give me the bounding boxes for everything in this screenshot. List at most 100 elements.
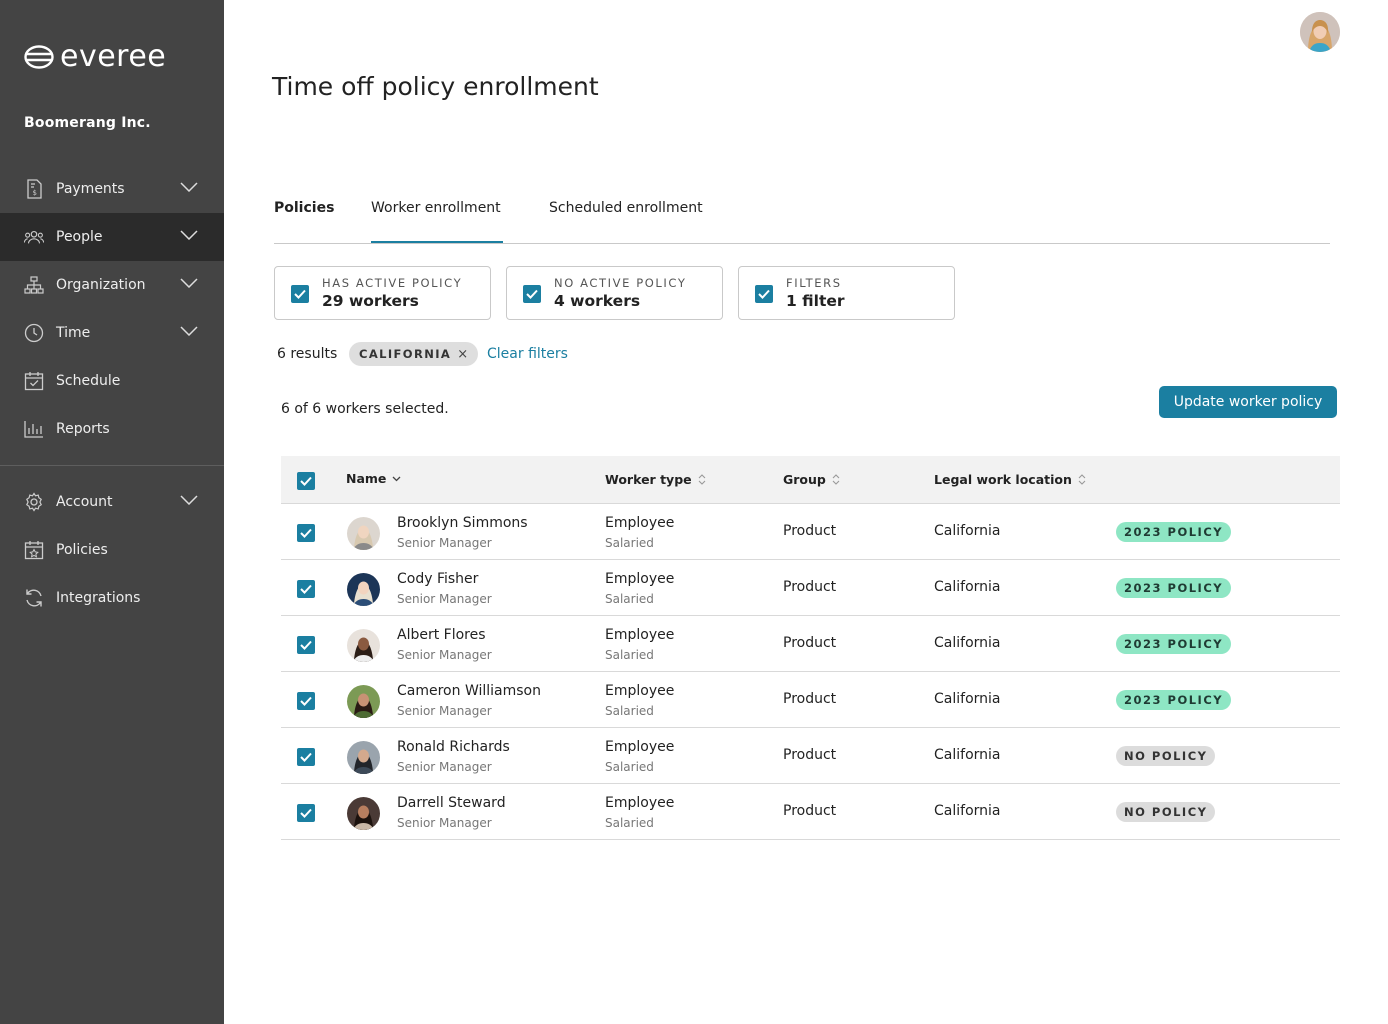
chevron-down-icon[interactable] xyxy=(180,278,198,288)
worker-type: Employee xyxy=(605,795,675,811)
clock-icon xyxy=(24,323,44,343)
worker-pay-type: Salaried xyxy=(605,592,654,606)
row-checkbox[interactable] xyxy=(297,580,315,598)
globe-logo-icon xyxy=(24,45,54,69)
table-row[interactable]: Albert Flores Senior Manager Employee Salar… xyxy=(281,616,1340,672)
tab-bar: Policies Worker enrollment Scheduled enr… xyxy=(274,196,1330,244)
worker-pay-type: Salaried xyxy=(605,536,654,550)
chevron-down-icon[interactable] xyxy=(180,495,198,505)
chevron-down-icon[interactable] xyxy=(180,230,198,240)
worker-name[interactable]: Darrell Steward xyxy=(397,795,506,811)
column-header-name[interactable]: Name xyxy=(346,471,401,486)
sidebar-divider xyxy=(0,465,224,466)
sidebar-item-time[interactable]: Time xyxy=(0,309,224,357)
column-label: Worker type xyxy=(605,472,692,487)
calendar-policy-icon xyxy=(24,540,44,560)
worker-location: California xyxy=(934,747,1001,763)
column-label: Legal work location xyxy=(934,472,1072,487)
sync-icon xyxy=(24,588,44,608)
close-icon[interactable]: × xyxy=(457,346,469,362)
filter-card-label: NO ACTIVE POLICY xyxy=(554,276,687,290)
filter-card-no-policy[interactable]: NO ACTIVE POLICY 4 workers xyxy=(506,266,723,320)
sidebar-item-label: People xyxy=(56,229,103,245)
row-checkbox[interactable] xyxy=(297,804,315,822)
filter-chip-california: CALIFORNIA × xyxy=(349,342,479,366)
svg-text:$: $ xyxy=(33,189,37,197)
sidebar-item-schedule[interactable]: Schedule xyxy=(0,357,224,405)
policy-badge: NO POLICY xyxy=(1116,802,1216,822)
sidebar-item-label: Policies xyxy=(56,542,108,558)
sidebar-item-account[interactable]: Account xyxy=(0,478,224,526)
clear-filters-link[interactable]: Clear filters xyxy=(487,346,568,362)
avatar xyxy=(347,797,380,830)
worker-name[interactable]: Albert Flores xyxy=(397,627,486,643)
sort-icon xyxy=(832,474,840,485)
chevron-down-icon[interactable] xyxy=(180,326,198,336)
results-count: 6 results xyxy=(277,346,338,362)
row-checkbox[interactable] xyxy=(297,636,315,654)
column-header-group[interactable]: Group xyxy=(783,472,840,487)
table-row[interactable]: Brooklyn Simmons Senior Manager Employee Sa… xyxy=(281,504,1340,560)
filter-card-active-policy[interactable]: HAS ACTIVE POLICY 29 workers xyxy=(274,266,491,320)
sidebar-item-integrations[interactable]: Integrations xyxy=(0,574,224,622)
sidebar-item-reports[interactable]: Reports xyxy=(0,405,224,453)
sort-icon xyxy=(1078,474,1086,485)
worker-type: Employee xyxy=(605,627,675,643)
checkbox-checked-icon[interactable] xyxy=(291,285,309,303)
selection-summary: 6 of 6 workers selected. xyxy=(281,401,449,417)
sidebar-item-payments[interactable]: $ Payments xyxy=(0,165,224,213)
calendar-check-icon xyxy=(24,371,44,391)
brand-logo[interactable]: everee xyxy=(24,42,166,72)
worker-title: Senior Manager xyxy=(397,816,492,830)
filter-card-label: FILTERS xyxy=(786,276,842,290)
row-checkbox[interactable] xyxy=(297,692,315,710)
avatar xyxy=(347,741,380,774)
select-all-checkbox[interactable] xyxy=(297,472,315,490)
row-checkbox[interactable] xyxy=(297,524,315,542)
sidebar-item-policies[interactable]: Policies xyxy=(0,526,224,574)
worker-group: Product xyxy=(783,635,837,651)
worker-name[interactable]: Cody Fisher xyxy=(397,571,479,587)
sidebar-nav: $ Payments People Organization Time xyxy=(0,165,224,622)
worker-group: Product xyxy=(783,747,837,763)
avatar xyxy=(347,629,380,662)
column-label: Group xyxy=(783,472,826,487)
table-row[interactable]: Ronald Richards Senior Manager Employee Sal… xyxy=(281,728,1340,784)
bar-chart-icon xyxy=(24,419,44,439)
filter-card-filters[interactable]: FILTERS 1 filter xyxy=(738,266,955,320)
checkbox-checked-icon[interactable] xyxy=(755,285,773,303)
policy-badge: 2023 POLICY xyxy=(1116,690,1232,710)
sidebar-item-label: Integrations xyxy=(56,590,141,606)
sidebar-item-label: Schedule xyxy=(56,373,121,389)
worker-group: Product xyxy=(783,803,837,819)
tab-policies[interactable]: Policies xyxy=(274,200,335,216)
policy-badge: 2023 POLICY xyxy=(1116,578,1232,598)
worker-name[interactable]: Ronald Richards xyxy=(397,739,510,755)
column-header-location[interactable]: Legal work location xyxy=(934,472,1086,487)
tab-scheduled-enrollment[interactable]: Scheduled enrollment xyxy=(549,200,703,216)
chevron-down-icon[interactable] xyxy=(180,182,198,192)
table-row[interactable]: Darrell Steward Senior Manager Employee Sal… xyxy=(281,784,1340,840)
sidebar-item-people[interactable]: People xyxy=(0,213,224,261)
organization-icon xyxy=(24,275,44,295)
column-header-worker-type[interactable]: Worker type xyxy=(605,472,706,487)
row-checkbox[interactable] xyxy=(297,748,315,766)
worker-pay-type: Salaried xyxy=(605,816,654,830)
filter-card-value: 1 filter xyxy=(786,292,845,310)
worker-name[interactable]: Brooklyn Simmons xyxy=(397,515,528,531)
worker-pay-type: Salaried xyxy=(605,760,654,774)
sidebar-item-label: Time xyxy=(56,325,91,341)
policy-badge: 2023 POLICY xyxy=(1116,522,1232,542)
worker-type: Employee xyxy=(605,683,675,699)
column-label: Name xyxy=(346,471,387,486)
table-row[interactable]: Cody Fisher Senior Manager Employee Salarie… xyxy=(281,560,1340,616)
checkbox-checked-icon[interactable] xyxy=(523,285,541,303)
worker-location: California xyxy=(934,635,1001,651)
update-worker-policy-button[interactable]: Update worker policy xyxy=(1159,386,1337,418)
worker-name[interactable]: Cameron Williamson xyxy=(397,683,541,699)
company-name: Boomerang Inc. xyxy=(24,115,151,131)
table-row[interactable]: Cameron Williamson Senior Manager Employee… xyxy=(281,672,1340,728)
sidebar-item-organization[interactable]: Organization xyxy=(0,261,224,309)
tab-worker-enrollment[interactable]: Worker enrollment xyxy=(371,200,503,243)
user-avatar[interactable] xyxy=(1300,12,1340,52)
